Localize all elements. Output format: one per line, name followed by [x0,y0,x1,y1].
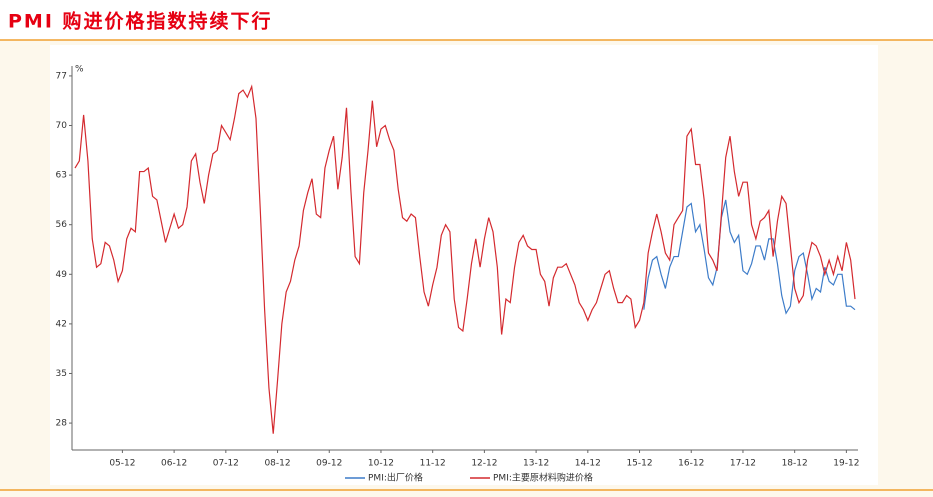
x-tick-label: 06-12 [161,459,187,469]
x-tick-label: 12-12 [471,459,497,469]
x-tick-label: 11-12 [420,459,446,469]
y-tick-label: 28 [56,419,68,429]
x-tick-label: 13-12 [523,459,549,469]
y-unit: % [75,65,84,75]
x-tick-label: 14-12 [575,459,601,469]
y-tick-label: 35 [56,369,67,379]
x-tick-label: 17-12 [730,459,756,469]
series-line [643,199,856,315]
x-tick-label: 18-12 [782,459,808,469]
legend-label: PMI:主要原材料购进价格 [493,472,593,484]
x-tick-label: 19-12 [833,459,859,469]
plot-background [50,45,878,485]
y-tick-label: 42 [56,319,67,329]
x-tick-label: 07-12 [213,459,239,469]
x-tick-label: 09-12 [316,459,342,469]
header [0,0,933,40]
y-tick-label: 56 [56,220,68,230]
y-tick-label: 49 [56,270,68,280]
y-tick-label: 70 [56,121,68,131]
x-tick-label: 16-12 [678,459,704,469]
series-line [74,84,856,434]
x-tick-label: 08-12 [264,459,290,469]
y-tick-label: 63 [56,171,67,181]
x-tick-label: 05-12 [109,459,135,469]
y-tick-label: 77 [56,71,67,81]
legend-label: PMI:出厂价格 [368,472,423,484]
x-tick-label: 15-12 [626,459,652,469]
x-tick-label: 10-12 [368,459,394,469]
chart-title: PMI 购进价格指数持续下行 [8,10,273,33]
